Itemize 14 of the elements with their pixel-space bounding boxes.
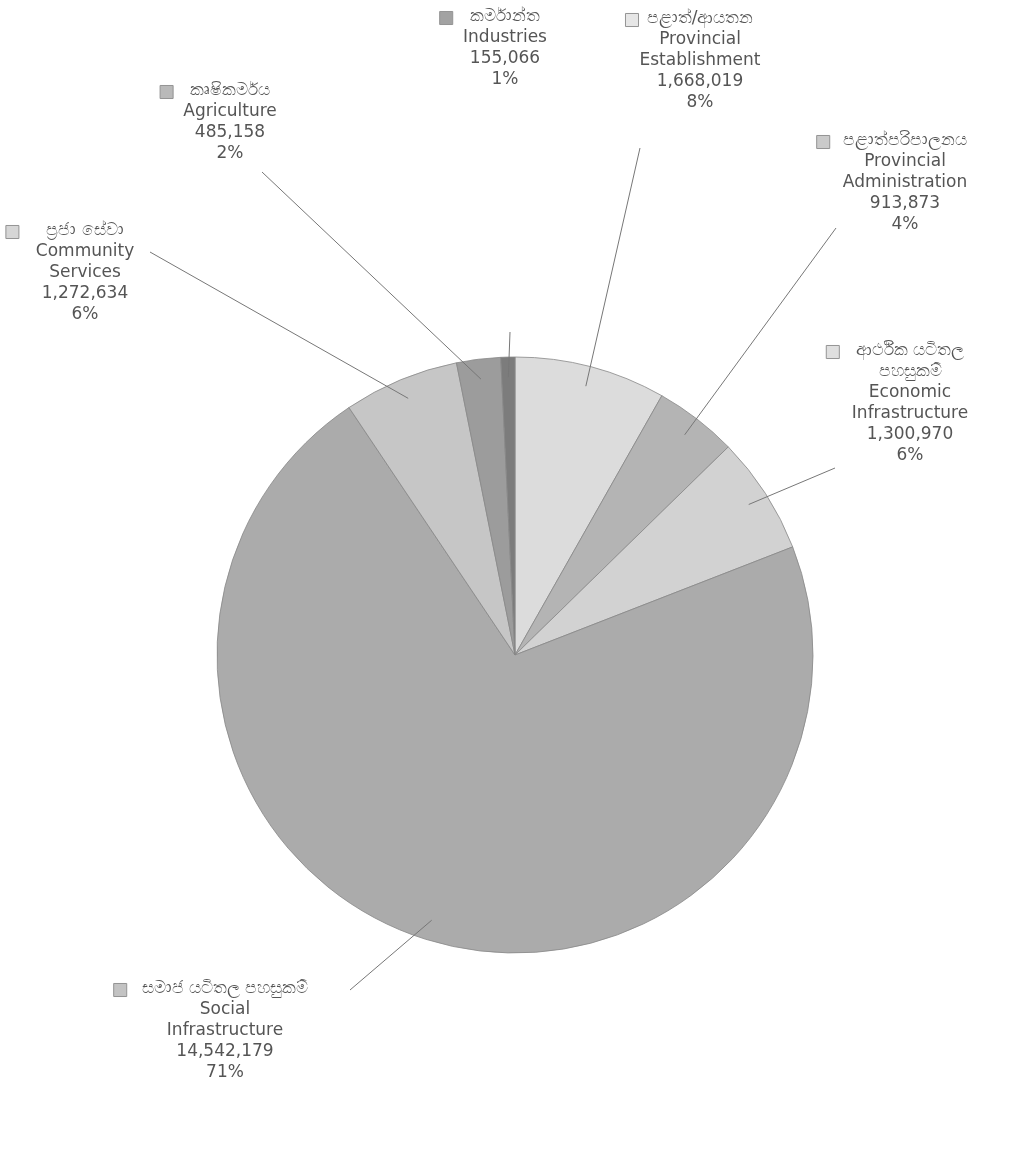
legend-label: ආර්ථික යටිතල පහසුකම් Economic Infrastructure [851,339,969,422]
data-label: 485,158 2% [194,121,266,162]
legend-label: සමාජ යටිතල පහසුකම් Social Infrastructure [141,977,309,1039]
data-label: 913,873 4% [869,192,941,233]
legend-label: පළාත්පරිපාලනය Provincial Administration [842,129,968,191]
legend-label: ප්‍රජා සේවා Community Services [35,219,135,281]
legend-label: කර්මාන්ත Industries [463,5,548,46]
legend-label: කෘෂිකර්මය Agriculture [183,79,277,120]
data-label: 1,272,634 6% [41,282,129,323]
data-label: 155,066 1% [469,47,541,88]
data-label: 1,300,970 6% [866,423,954,464]
data-label: 14,542,179 71% [176,1040,274,1081]
legend-label: පළාත්/ආයතන Provincial Establishment [639,7,761,69]
data-label: 1,668,019 8% [656,70,744,111]
